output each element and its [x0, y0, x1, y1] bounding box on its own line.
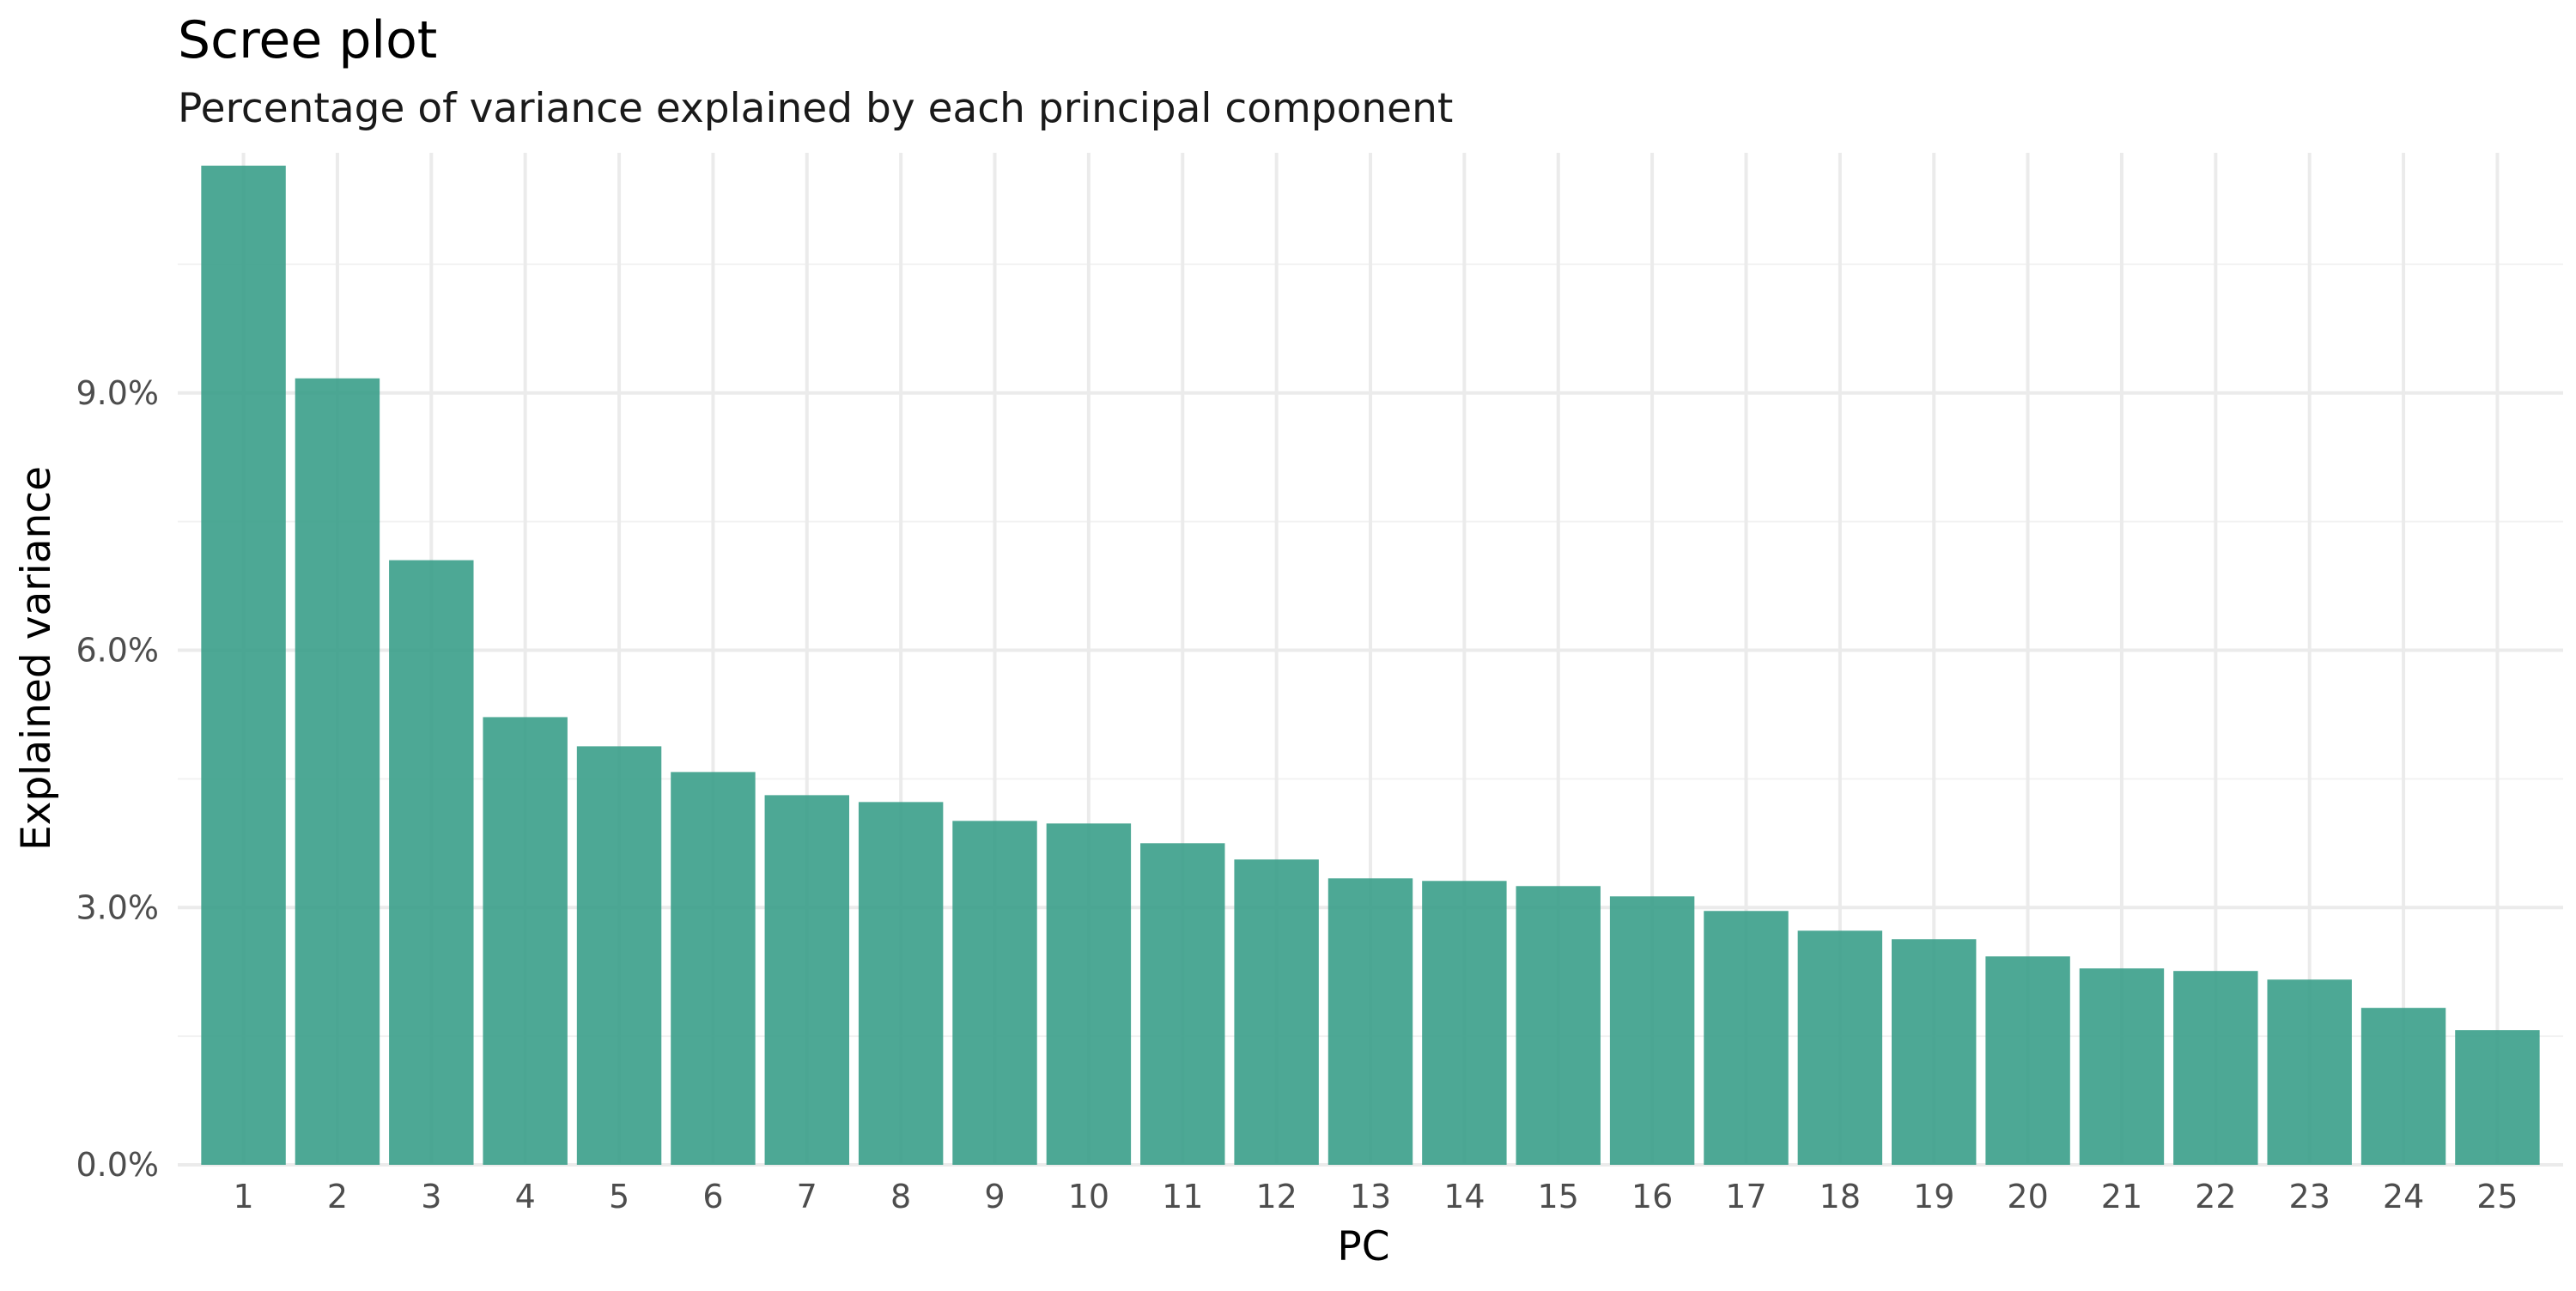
bar-pc-2 — [295, 378, 380, 1166]
x-tick-label: 13 — [1350, 1178, 1391, 1215]
y-tick-labels: 0.0% 3.0% 6.0% 9.0% — [76, 374, 159, 1184]
y-tick-label: 3.0% — [76, 888, 159, 926]
x-tick-label: 2 — [327, 1178, 348, 1215]
x-tick-label: 8 — [890, 1178, 911, 1215]
x-tick-label: 23 — [2289, 1178, 2330, 1215]
x-tick-label: 3 — [421, 1178, 441, 1215]
y-tick-label: 6.0% — [76, 632, 159, 670]
x-tick-label: 16 — [1631, 1178, 1673, 1215]
bar-pc-24 — [2360, 1008, 2446, 1165]
x-tick-label: 20 — [2007, 1178, 2048, 1215]
x-tick-label: 9 — [984, 1178, 1005, 1215]
bar-pc-22 — [2173, 971, 2258, 1165]
bar-pc-21 — [2079, 968, 2165, 1165]
bar-pc-3 — [389, 560, 474, 1165]
bars — [201, 165, 2540, 1166]
x-tick-label: 5 — [609, 1178, 629, 1215]
x-tick-label: 1 — [233, 1178, 253, 1215]
y-tick-label: 0.0% — [76, 1146, 159, 1184]
x-tick-label: 14 — [1443, 1178, 1485, 1215]
bar-pc-9 — [952, 821, 1037, 1165]
bar-pc-4 — [483, 717, 568, 1165]
x-tick-label: 17 — [1725, 1178, 1766, 1215]
x-axis-title: PC — [1337, 1223, 1389, 1270]
bar-pc-16 — [1609, 896, 1695, 1165]
bar-pc-14 — [1422, 881, 1507, 1165]
x-tick-label: 19 — [1913, 1178, 1954, 1215]
bar-pc-6 — [671, 772, 756, 1165]
x-tick-labels: 1 2 3 4 5 6 7 8 9 10 11 12 13 14 15 16 17 18 19 20 21 22 23 24 2… — [233, 1178, 2518, 1215]
y-axis-title: Explained variance — [13, 466, 60, 851]
bar-pc-25 — [2455, 1030, 2540, 1165]
x-tick-label: 22 — [2195, 1178, 2236, 1215]
x-tick-label: 6 — [702, 1178, 723, 1215]
x-tick-label: 24 — [2383, 1178, 2424, 1215]
bar-pc-1 — [201, 165, 286, 1165]
bar-pc-5 — [576, 746, 662, 1165]
x-tick-label: 10 — [1068, 1178, 1109, 1215]
bar-pc-20 — [1985, 956, 2070, 1165]
x-tick-label: 4 — [515, 1178, 536, 1215]
bar-pc-18 — [1797, 930, 1883, 1165]
chart-title: Scree plot — [178, 10, 437, 70]
bar-pc-17 — [1704, 911, 1789, 1165]
x-tick-label: 18 — [1820, 1178, 1861, 1215]
bar-pc-7 — [764, 795, 849, 1165]
bar-pc-23 — [2267, 979, 2352, 1165]
chart-subtitle: Percentage of variance explained by each… — [178, 85, 1453, 132]
x-tick-label: 12 — [1255, 1178, 1297, 1215]
x-tick-label: 7 — [797, 1178, 817, 1215]
x-tick-label: 25 — [2476, 1178, 2518, 1215]
x-tick-label: 15 — [1538, 1178, 1579, 1215]
bar-pc-8 — [858, 802, 944, 1165]
bar-pc-19 — [1892, 939, 1977, 1165]
bar-pc-12 — [1234, 859, 1319, 1165]
bar-pc-10 — [1046, 823, 1132, 1165]
y-tick-label: 9.0% — [76, 374, 159, 412]
x-tick-label: 21 — [2101, 1178, 2142, 1215]
bar-pc-15 — [1516, 886, 1601, 1165]
bar-pc-13 — [1327, 878, 1413, 1165]
bar-pc-11 — [1140, 843, 1225, 1165]
x-tick-label: 11 — [1162, 1178, 1203, 1215]
